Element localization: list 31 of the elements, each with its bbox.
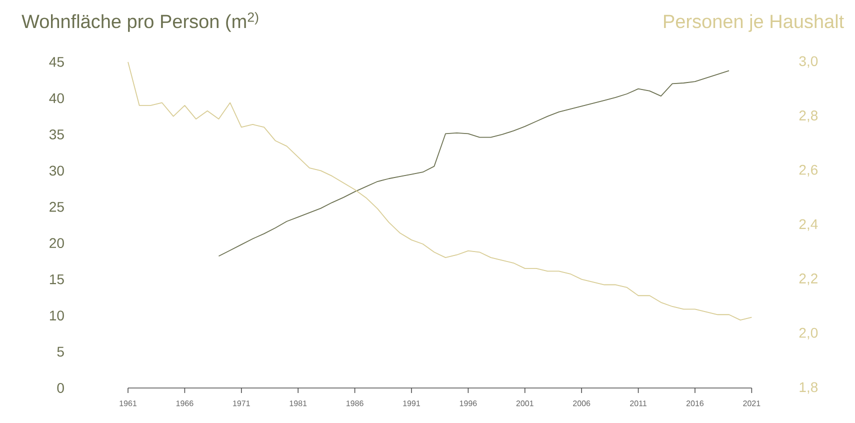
- y-tick-label: 35: [49, 129, 64, 140]
- y-tick-label: 45: [49, 57, 64, 67]
- x-tick-label: 2021: [743, 400, 760, 406]
- y2-tick-label: 2,2: [799, 274, 818, 286]
- x-tick-label: 2016: [686, 400, 704, 406]
- x-tick-label: 1996: [460, 400, 477, 406]
- y2-tick-label: 2,8: [799, 110, 818, 122]
- y2-tick-label: 2,6: [799, 164, 818, 176]
- y-tick-label: 10: [50, 310, 64, 321]
- x-tick-label: 2011: [630, 400, 647, 406]
- x-tick-label: 1961: [120, 400, 137, 406]
- x-tick-label: 1966: [176, 400, 194, 406]
- y-tick-label: 5: [57, 346, 64, 357]
- y2-axis-title: Personen je Haushalt: [664, 14, 844, 32]
- y-tick-label: 20: [50, 238, 64, 248]
- x-tick-label: 1986: [346, 400, 364, 406]
- y2-tick-label: 3,0: [799, 56, 818, 68]
- y-tick-label: 40: [49, 93, 64, 104]
- x-tick-label: 1971: [233, 400, 250, 406]
- y-tick-label: 15: [50, 274, 64, 284]
- y-tick-label: 0: [57, 383, 64, 393]
- y2-tick-label: 1,8: [800, 382, 818, 394]
- y2-tick-label: 2,4: [799, 219, 818, 231]
- x-tick-label: 1991: [403, 400, 420, 406]
- y-axis-title: Wohnfläche pro Person (m$^{2)}$: [22, 12, 258, 32]
- x-tick-label: 2006: [573, 400, 590, 406]
- x-tick-label: 1981: [290, 400, 307, 406]
- y-tick-label: 25: [50, 202, 64, 212]
- y-tick-label: 30: [49, 166, 64, 176]
- x-tick-label: 2001: [516, 400, 534, 406]
- y2-tick-label: 2,0: [799, 328, 818, 340]
